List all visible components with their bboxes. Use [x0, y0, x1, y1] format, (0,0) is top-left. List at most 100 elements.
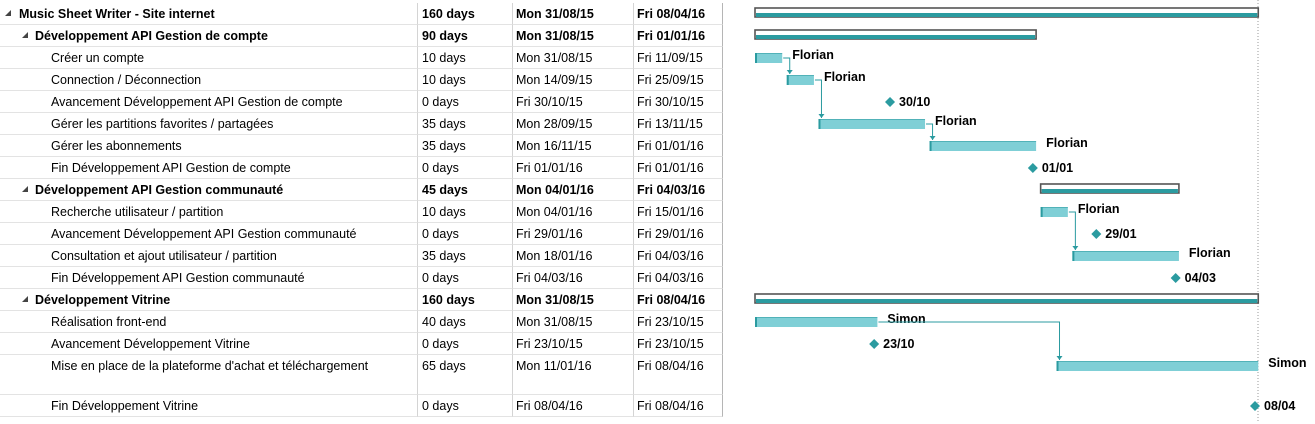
task-finish[interactable]: Fri 04/03/16	[634, 179, 723, 201]
task-row[interactable]: Gérer les abonnements 35 days Mon 16/11/15…	[0, 135, 723, 157]
task-row[interactable]: Mise en place de la plateforme d'achat e…	[0, 355, 723, 395]
task-finish[interactable]: Fri 01/01/16	[634, 135, 723, 157]
task-start[interactable]: Mon 11/01/16	[513, 355, 634, 395]
task-start[interactable]: Fri 08/04/16	[513, 395, 634, 417]
task-duration[interactable]: 35 days	[418, 245, 513, 267]
task-start[interactable]: Mon 31/08/15	[513, 311, 634, 333]
task-name-cell[interactable]: Développement API Gestion de compte	[0, 25, 418, 47]
task-start[interactable]: Fri 23/10/15	[513, 333, 634, 355]
task-finish[interactable]: Fri 11/09/15	[634, 47, 723, 69]
task-bar-start-edge	[1040, 207, 1043, 217]
dependency-link	[783, 57, 791, 74]
summary-task-row[interactable]: Développement API Gestion communauté 45 d…	[0, 179, 723, 201]
task-duration[interactable]: 10 days	[418, 69, 513, 91]
task-row[interactable]: Réalisation front-end 40 days Mon 31/08/15…	[0, 311, 723, 333]
task-finish[interactable]: Fri 29/01/16	[634, 223, 723, 245]
task-finish[interactable]: Fri 08/04/16	[634, 289, 723, 311]
task-name-cell[interactable]: Avancement Développement Vitrine	[0, 333, 418, 355]
task-finish[interactable]: Fri 25/09/15	[634, 69, 723, 91]
task-start[interactable]: Fri 04/03/16	[513, 267, 634, 289]
task-name-cell[interactable]: Développement API Gestion communauté	[0, 179, 418, 201]
milestone-date-label: 29/01	[1105, 227, 1136, 241]
task-start[interactable]: Mon 14/09/15	[513, 69, 634, 91]
task-finish[interactable]: Fri 04/03/16	[634, 267, 723, 289]
task-name-cell[interactable]: Fin Développement Vitrine	[0, 395, 418, 417]
task-duration[interactable]: 10 days	[418, 201, 513, 223]
task-duration[interactable]: 35 days	[418, 135, 513, 157]
task-name-cell[interactable]: Gérer les partitions favorites / partagé…	[0, 113, 418, 135]
task-name-cell[interactable]: Gérer les abonnements	[0, 135, 418, 157]
collapse-triangle-icon[interactable]	[22, 186, 28, 192]
milestone-row[interactable]: Avancement Développement Vitrine 0 days Fr…	[0, 333, 723, 355]
summary-task-row[interactable]: Développement API Gestion de compte 90 da…	[0, 25, 723, 47]
task-start[interactable]: Fri 30/10/15	[513, 91, 634, 113]
task-duration[interactable]: 0 days	[418, 157, 513, 179]
task-finish[interactable]: Fri 13/11/15	[634, 113, 723, 135]
summary-task-row[interactable]: Développement Vitrine 160 days Mon 31/08/1…	[0, 289, 723, 311]
task-start[interactable]: Fri 29/01/16	[513, 223, 634, 245]
task-finish[interactable]: Fri 08/04/16	[634, 395, 723, 417]
task-start[interactable]: Mon 31/08/15	[513, 3, 634, 25]
task-duration[interactable]: 65 days	[418, 355, 513, 395]
task-name-cell[interactable]: Music Sheet Writer - Site internet	[0, 3, 418, 25]
milestone-date-label: 30/10	[899, 95, 930, 109]
task-duration[interactable]: 45 days	[418, 179, 513, 201]
milestone-row[interactable]: Fin Développement API Gestion communauté…	[0, 267, 723, 289]
task-duration[interactable]: 35 days	[418, 113, 513, 135]
task-name-cell[interactable]: Consultation et ajout utilisateur / part…	[0, 245, 418, 267]
task-name-cell[interactable]: Créer un compte	[0, 47, 418, 69]
task-row[interactable]: Recherche utilisateur / partition 10 days…	[0, 201, 723, 223]
collapse-triangle-icon[interactable]	[22, 296, 28, 302]
task-name-cell[interactable]: Fin Développement API Gestion de compte	[0, 157, 418, 179]
task-start[interactable]: Mon 31/08/15	[513, 47, 634, 69]
task-finish[interactable]: Fri 04/03/16	[634, 245, 723, 267]
task-duration[interactable]: 0 days	[418, 333, 513, 355]
task-name-cell[interactable]: Connection / Déconnection	[0, 69, 418, 91]
milestone-row[interactable]: Avancement Développement API Gestion de …	[0, 91, 723, 113]
task-row[interactable]: Consultation et ajout utilisateur / part…	[0, 245, 723, 267]
task-duration[interactable]: 10 days	[418, 47, 513, 69]
task-duration[interactable]: 0 days	[418, 91, 513, 113]
task-name-cell[interactable]: Avancement Développement API Gestion de …	[0, 91, 418, 113]
task-duration[interactable]: 0 days	[418, 267, 513, 289]
summary-task-row[interactable]: Music Sheet Writer - Site internet 160 da…	[0, 3, 723, 25]
collapse-triangle-icon[interactable]	[5, 10, 11, 16]
task-start[interactable]: Mon 04/01/16	[513, 201, 634, 223]
milestone-row[interactable]: Fin Développement Vitrine 0 days Fri 08/04…	[0, 395, 723, 417]
task-name-cell[interactable]: Fin Développement API Gestion communauté	[0, 267, 418, 289]
task-name-cell[interactable]: Mise en place de la plateforme d'achat e…	[0, 355, 418, 395]
task-bar-start-edge	[786, 75, 789, 85]
task-name-cell[interactable]: Développement Vitrine	[0, 289, 418, 311]
task-duration[interactable]: 160 days	[418, 289, 513, 311]
task-row[interactable]: Connection / Déconnection 10 days Mon 14/0…	[0, 69, 723, 91]
task-start[interactable]: Mon 16/11/15	[513, 135, 634, 157]
task-row[interactable]: Gérer les partitions favorites / partagé…	[0, 113, 723, 135]
task-duration[interactable]: 40 days	[418, 311, 513, 333]
task-name-cell[interactable]: Recherche utilisateur / partition	[0, 201, 418, 223]
task-duration[interactable]: 0 days	[418, 395, 513, 417]
task-finish[interactable]: Fri 01/01/16	[634, 25, 723, 47]
task-start[interactable]: Mon 04/01/16	[513, 179, 634, 201]
task-row[interactable]: Créer un compte 10 days Mon 31/08/15 Fri 11…	[0, 47, 723, 69]
task-finish[interactable]: Fri 01/01/16	[634, 157, 723, 179]
task-finish[interactable]: Fri 08/04/16	[634, 355, 723, 395]
task-finish[interactable]: Fri 23/10/15	[634, 333, 723, 355]
task-start[interactable]: Mon 28/09/15	[513, 113, 634, 135]
task-finish[interactable]: Fri 08/04/16	[634, 3, 723, 25]
task-start[interactable]: Mon 31/08/15	[513, 289, 634, 311]
task-start[interactable]: Mon 31/08/15	[513, 25, 634, 47]
task-finish[interactable]: Fri 15/01/16	[634, 201, 723, 223]
task-duration[interactable]: 160 days	[418, 3, 513, 25]
task-duration[interactable]: 0 days	[418, 223, 513, 245]
collapse-triangle-icon[interactable]	[22, 32, 28, 38]
task-finish[interactable]: Fri 23/10/15	[634, 311, 723, 333]
task-name-cell[interactable]: Réalisation front-end	[0, 311, 418, 333]
task-duration[interactable]: 90 days	[418, 25, 513, 47]
task-name-cell[interactable]: Avancement Développement API Gestion com…	[0, 223, 418, 245]
task-start[interactable]: Mon 18/01/16	[513, 245, 634, 267]
milestone-row[interactable]: Fin Développement API Gestion de compte 0…	[0, 157, 723, 179]
milestone-row[interactable]: Avancement Développement API Gestion com…	[0, 223, 723, 245]
task-bar	[929, 141, 1037, 151]
task-finish[interactable]: Fri 30/10/15	[634, 91, 723, 113]
task-start[interactable]: Fri 01/01/16	[513, 157, 634, 179]
